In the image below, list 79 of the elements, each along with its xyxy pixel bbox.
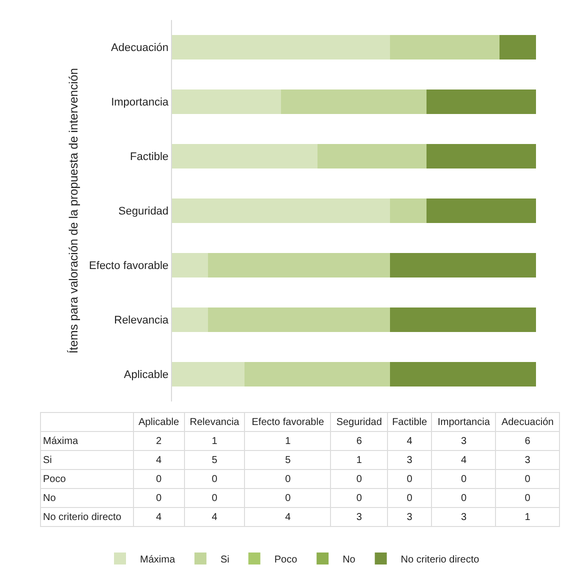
y-tick-label: Poco bbox=[40, 470, 134, 488]
y-tick-label: Adecuación bbox=[111, 42, 169, 54]
data-label: 0 bbox=[432, 470, 496, 488]
data-label: 0 bbox=[387, 488, 432, 508]
data-label: 3 bbox=[387, 508, 432, 526]
bar bbox=[244, 362, 390, 387]
data-label: 0 bbox=[133, 488, 184, 508]
data-label: 3 bbox=[387, 450, 432, 470]
data-label: 6 bbox=[330, 432, 388, 450]
legend-label: Si bbox=[220, 554, 230, 566]
bar bbox=[426, 144, 536, 169]
bar bbox=[172, 34, 390, 60]
y-tick-label: No bbox=[40, 488, 134, 508]
y-tick-label: Aplicable bbox=[124, 369, 169, 382]
bar bbox=[426, 90, 536, 114]
bar bbox=[499, 34, 536, 60]
data-label: 0 bbox=[184, 488, 245, 508]
data-label: 0 bbox=[133, 470, 184, 488]
y-tick-label: Máxima bbox=[40, 432, 134, 450]
data-label: 3 bbox=[432, 432, 496, 450]
bar bbox=[172, 253, 208, 278]
bar bbox=[390, 362, 536, 387]
data-label: 5 bbox=[184, 450, 245, 470]
data-label: 1 bbox=[330, 450, 388, 470]
data-label: 4 bbox=[387, 432, 432, 450]
bar bbox=[172, 308, 208, 332]
y-tick-label: Factible bbox=[130, 151, 169, 164]
data-label: 1 bbox=[496, 508, 560, 526]
y-tick-label: Efecto favorable bbox=[89, 260, 169, 272]
data-label: 0 bbox=[244, 470, 331, 488]
bar bbox=[280, 90, 427, 114]
data-label: 5 bbox=[244, 450, 331, 470]
data-label: 0 bbox=[184, 470, 245, 488]
y-tick-label: No criterio directo bbox=[40, 508, 134, 526]
bar bbox=[208, 308, 390, 332]
data-label: 2 bbox=[133, 432, 184, 450]
bar bbox=[390, 253, 536, 278]
bar bbox=[208, 253, 390, 278]
x-tick-label: Importancia bbox=[432, 412, 496, 432]
y-tick-label: Si bbox=[40, 450, 134, 470]
bar bbox=[317, 144, 427, 169]
data-label: 0 bbox=[387, 470, 432, 488]
bar bbox=[390, 198, 427, 224]
y-axis-title: Ítems para valoración de la propuesta de intervención bbox=[66, 68, 80, 354]
data-label: 4 bbox=[133, 508, 184, 526]
y-tick-label: Importancia bbox=[111, 96, 170, 109]
data-label: 0 bbox=[244, 488, 331, 508]
data-label: 4 bbox=[244, 508, 331, 526]
x-tick-label: Factible bbox=[387, 412, 432, 432]
data-label: 0 bbox=[496, 488, 560, 508]
data-label: 0 bbox=[432, 488, 496, 508]
data-label: 1 bbox=[244, 432, 331, 450]
bar bbox=[172, 90, 281, 114]
legend-label: No bbox=[342, 554, 356, 566]
bar bbox=[172, 198, 390, 224]
bar bbox=[426, 198, 536, 224]
x-tick-label: Seguridad bbox=[330, 412, 388, 432]
data-label: 0 bbox=[496, 470, 560, 488]
data-label: 0 bbox=[330, 488, 388, 508]
legend-label: No criterio directo bbox=[400, 554, 480, 566]
data-label: 1 bbox=[184, 432, 245, 450]
data-label: 3 bbox=[330, 508, 388, 526]
data-label: 3 bbox=[432, 508, 496, 526]
data-label: 4 bbox=[432, 450, 496, 470]
legend-label: Poco bbox=[274, 554, 298, 566]
bar bbox=[390, 34, 500, 60]
y-tick-label: Seguridad bbox=[118, 206, 169, 218]
x-tick-label: Relevancia bbox=[184, 412, 245, 432]
bar bbox=[172, 144, 318, 169]
data-label: 3 bbox=[496, 450, 560, 470]
bar bbox=[172, 362, 245, 387]
data-label: 6 bbox=[496, 432, 560, 450]
data-label: 0 bbox=[330, 470, 388, 488]
data-label: 4 bbox=[184, 508, 245, 526]
data-label: 4 bbox=[133, 450, 184, 470]
x-tick-label: Adecuación bbox=[496, 412, 560, 432]
bar bbox=[390, 308, 536, 332]
y-tick-label: Relevancia bbox=[114, 314, 170, 327]
x-tick-label: Efecto favorable bbox=[244, 412, 331, 432]
